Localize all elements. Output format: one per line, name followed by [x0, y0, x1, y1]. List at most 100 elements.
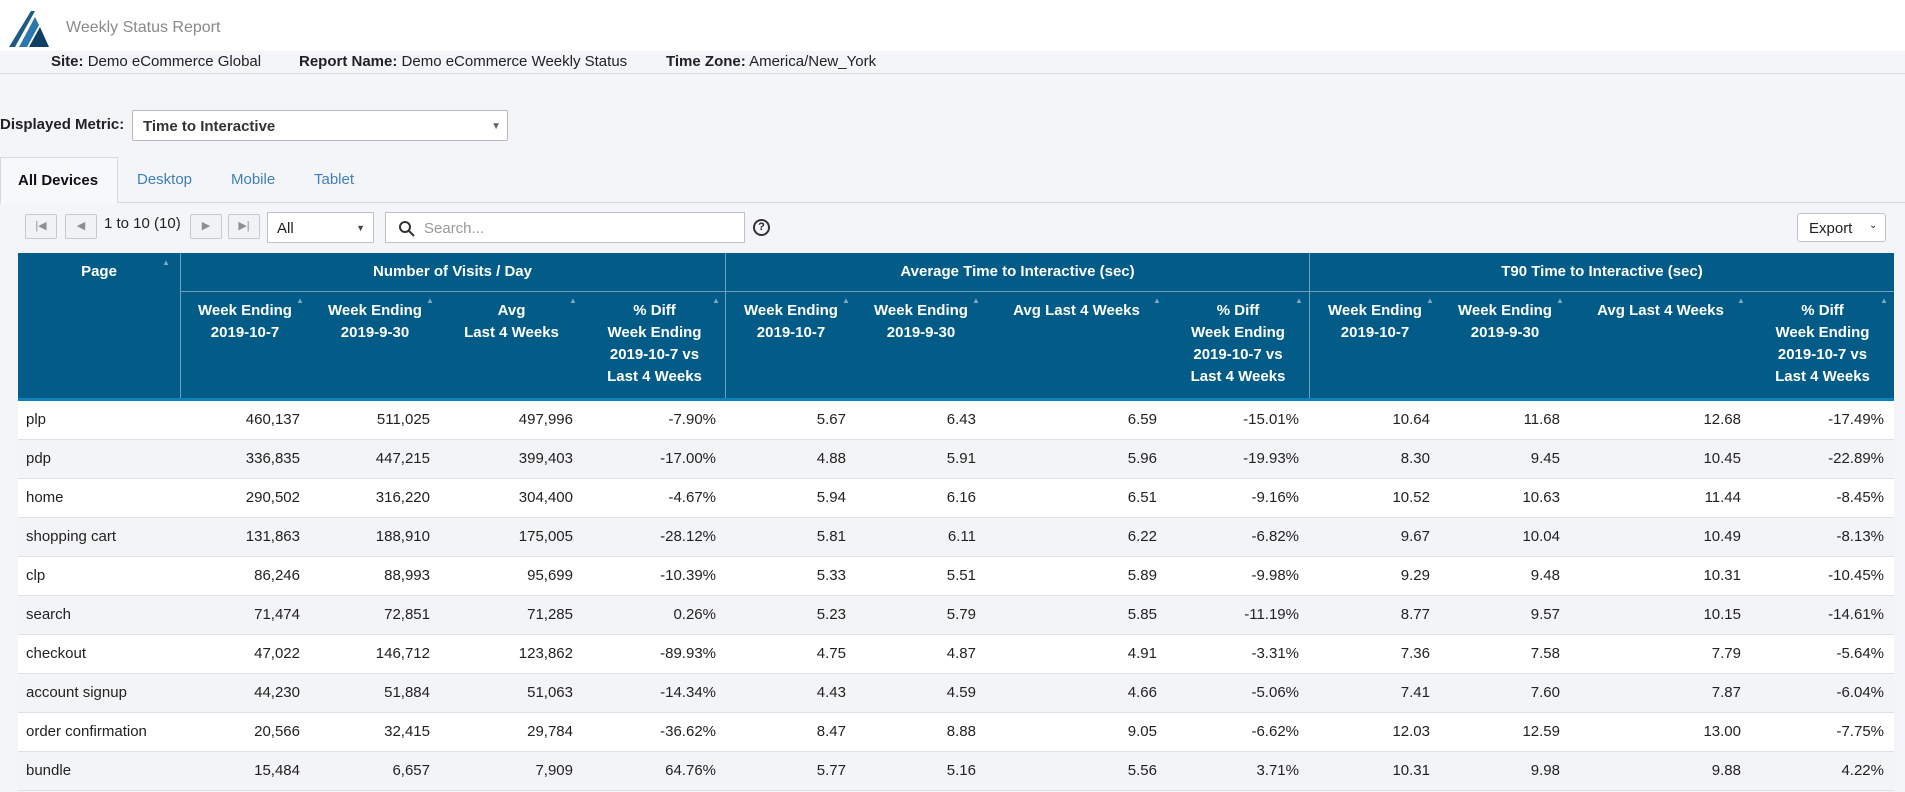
- value-cell: 399,403: [518, 450, 573, 467]
- page-size-select[interactable]: All ▼: [267, 212, 374, 243]
- header-divider: [725, 253, 726, 398]
- prev-page-icon: ◀: [76, 220, 86, 232]
- sort-icon: ▲: [426, 296, 434, 305]
- report-name-value: Demo eCommerce Weekly Status: [401, 53, 628, 70]
- value-cell: 9.29: [1400, 567, 1430, 584]
- report-name-label: Report Name:: [299, 53, 398, 70]
- next-page-button[interactable]: ▶: [190, 214, 222, 239]
- column-header[interactable]: Week Ending 2019-9-30: [310, 300, 440, 344]
- table-row[interactable]: checkout 47,022 146,712 123,862 -89.93% 4.75 4…: [18, 635, 1894, 674]
- value-cell: -6.04%: [1836, 684, 1884, 701]
- value-cell: 7.41: [1400, 684, 1430, 701]
- column-header[interactable]: Week Ending 2019-9-30: [1440, 300, 1570, 344]
- value-cell: 5.79: [946, 606, 976, 623]
- column-header[interactable]: Avg Last 4 Weeks: [986, 300, 1167, 322]
- value-cell: 44,230: [254, 684, 300, 701]
- value-cell: -9.98%: [1251, 567, 1299, 584]
- column-header[interactable]: % Diff Week Ending 2019-10-7 vs Last 4 Week…: [1751, 300, 1894, 388]
- table-row[interactable]: home 290,502 316,220 304,400 -4.67% 5.94 6.16 6…: [18, 479, 1894, 518]
- value-cell: -89.93%: [660, 645, 716, 662]
- table-row[interactable]: search 71,474 72,851 71,285 0.26% 5.23 5.79 5.8…: [18, 596, 1894, 635]
- table-row[interactable]: shopping cart 131,863 188,910 175,005 -28.12…: [18, 518, 1894, 557]
- value-cell: 9.45: [1530, 450, 1560, 467]
- page-name-cell: shopping cart: [26, 528, 117, 545]
- value-cell: 9.98: [1530, 762, 1560, 779]
- table-row[interactable]: order confirmation 20,566 32,415 29,784 -36.…: [18, 713, 1894, 752]
- column-header[interactable]: % Diff Week Ending 2019-10-7 vs Last 4 Week…: [1167, 300, 1309, 388]
- app-header: Weekly Status Report: [0, 0, 1905, 51]
- prev-page-button[interactable]: ◀: [65, 214, 97, 239]
- value-cell: 9.05: [1127, 723, 1157, 740]
- tab-mobile[interactable]: Mobile: [231, 171, 276, 188]
- value-cell: 6.51: [1127, 489, 1157, 506]
- column-header[interactable]: Week Ending 2019-10-7: [726, 300, 856, 344]
- value-cell: 6.59: [1127, 411, 1157, 428]
- column-header-line: % Diff: [1216, 302, 1260, 319]
- value-cell: 336,835: [245, 450, 300, 467]
- value-cell: 5.67: [816, 411, 846, 428]
- table-row[interactable]: clp 86,246 88,993 95,699 -10.39% 5.33 5.51 5.89…: [18, 557, 1894, 596]
- tab-desktop[interactable]: Desktop: [137, 171, 193, 188]
- value-cell: -28.12%: [660, 528, 716, 545]
- column-header-line: 2019-10-7 vs: [609, 346, 700, 363]
- value-cell: -10.39%: [660, 567, 716, 584]
- report-info-bar: Site: Demo eCommerce Global Report Name:…: [0, 51, 1905, 74]
- column-header-line: 2019-10-7: [1340, 324, 1410, 341]
- last-page-button[interactable]: ▶|: [228, 214, 260, 239]
- search-input[interactable]: Search...: [385, 212, 745, 243]
- first-page-button[interactable]: |◀: [25, 214, 57, 239]
- chevron-down-icon: ▼: [356, 223, 365, 233]
- site-info: Site: Demo eCommerce Global: [51, 53, 261, 70]
- value-cell: 8.88: [946, 723, 976, 740]
- value-cell: 13.00: [1703, 723, 1741, 740]
- value-cell: 8.30: [1400, 450, 1430, 467]
- group-header-avg-tti: Average Time to Interactive (sec): [900, 263, 1135, 280]
- group-header-t90-tti: T90 Time to Interactive (sec): [1501, 263, 1703, 280]
- table-row[interactable]: pdp 336,835 447,215 399,403 -17.00% 4.88 5.91 5…: [18, 440, 1894, 479]
- value-cell: 11.44: [1704, 489, 1741, 506]
- table-row[interactable]: bundle 15,484 6,657 7,909 64.76% 5.77 5.16 5.56…: [18, 752, 1894, 791]
- value-cell: 5.77: [816, 762, 846, 779]
- column-header-line: Week Ending: [1775, 324, 1870, 341]
- group-header-visits: Number of Visits / Day: [373, 263, 532, 280]
- value-cell: 4.87: [946, 645, 976, 662]
- value-cell: 146,712: [375, 645, 430, 662]
- column-header-line: Week Ending: [744, 302, 838, 319]
- column-header[interactable]: Week Ending 2019-9-30: [856, 300, 986, 344]
- column-header[interactable]: Week Ending 2019-10-7: [1310, 300, 1440, 344]
- column-header-line: Week Ending: [1328, 302, 1422, 319]
- help-icon[interactable]: ?: [753, 219, 770, 236]
- metric-dropdown[interactable]: Time to Interactive ▼: [132, 110, 508, 141]
- value-cell: 5.81: [816, 528, 846, 545]
- column-header[interactable]: Week Ending 2019-10-7: [180, 300, 310, 344]
- value-cell: 10.45: [1703, 450, 1741, 467]
- value-cell: 290,502: [245, 489, 300, 506]
- export-button[interactable]: Export ⌄: [1797, 213, 1886, 242]
- sort-icon: ▲: [1295, 296, 1303, 305]
- value-cell: 6.11: [947, 528, 976, 545]
- value-cell: -8.45%: [1836, 489, 1884, 506]
- page-size-value: All: [277, 220, 294, 237]
- value-cell: 12.68: [1703, 411, 1741, 428]
- column-header[interactable]: % Diff Week Ending 2019-10-7 vs Last 4 Week…: [583, 300, 726, 388]
- value-cell: 131,863: [245, 528, 300, 545]
- value-cell: 5.91: [946, 450, 976, 467]
- timezone-info: Time Zone: America/New_York: [666, 53, 876, 70]
- sort-icon: ▲: [972, 296, 980, 305]
- value-cell: -14.34%: [660, 684, 716, 701]
- column-header-line: Last 4 Weeks: [1775, 368, 1870, 385]
- table-row[interactable]: plp 460,137 511,025 497,996 -7.90% 5.67 6.43 6.…: [18, 401, 1894, 440]
- table-header: Page ▲ Number of Visits / Day Average Ti…: [18, 253, 1894, 398]
- column-header-page[interactable]: Page: [81, 263, 117, 280]
- column-header[interactable]: Avg Last 4 Weeks: [440, 300, 583, 344]
- table-row[interactable]: account signup 44,230 51,884 51,063 -14.34% 4…: [18, 674, 1894, 713]
- page-name-cell: pdp: [26, 450, 52, 467]
- tab-tablet[interactable]: Tablet: [314, 171, 355, 188]
- value-cell: 4.75: [816, 645, 846, 662]
- column-header[interactable]: Avg Last 4 Weeks: [1570, 300, 1751, 322]
- tab-all-devices[interactable]: All Devices: [0, 157, 118, 204]
- value-cell: 6.43: [946, 411, 976, 428]
- header-divider: [180, 253, 181, 398]
- value-cell: -6.62%: [1251, 723, 1299, 740]
- column-header-line: Avg Last 4 Weeks: [1597, 302, 1724, 319]
